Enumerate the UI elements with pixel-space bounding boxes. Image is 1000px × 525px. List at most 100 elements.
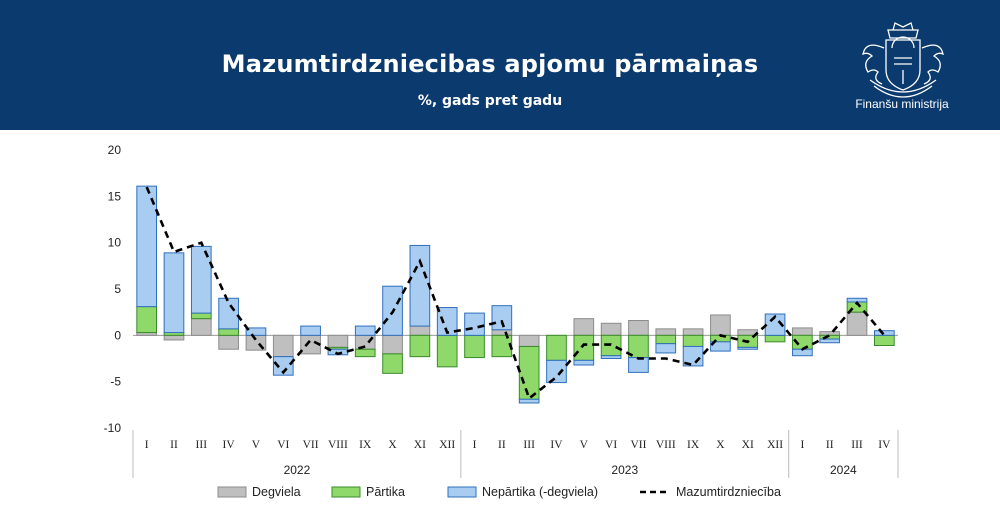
x-tick-label: VIII [328,439,348,451]
bar-segment [464,312,485,336]
bar-segment [518,334,540,347]
bar-segment [573,334,595,361]
x-tick-label: III [196,439,208,451]
x-tick-label: V [580,439,589,451]
x-tick-label: V [252,439,261,451]
bar-segment [600,355,622,360]
legend-swatch [331,486,361,498]
bar-segment [382,334,403,355]
bar-segment [190,312,212,320]
x-tick-label: VI [277,439,289,451]
bar-segment [464,334,485,359]
bar-segment [300,325,321,336]
x-tick-label: XII [439,439,455,451]
bar-segment [436,334,458,368]
bar-segment [491,334,513,358]
legend-swatch [217,486,247,498]
x-tick-label: II [170,439,178,451]
x-tick-label: IV [550,439,563,451]
organization-name: Finanšu ministrija [855,97,949,111]
bar-segment [655,334,677,345]
x-tick-label: VIII [656,439,676,451]
bar-segment [518,398,540,404]
bar-segment [710,341,731,352]
bar-segment [382,353,403,374]
bar-segment [546,359,567,384]
bar-segment [190,318,212,336]
x-tick-label: II [498,439,506,451]
bar-segment [409,334,431,358]
x-tick-label: II [826,439,834,451]
bar-segment [218,297,239,330]
y-tick-label: 15 [108,189,122,203]
bar-segment [792,327,813,336]
bar-segment [846,311,868,336]
legend-label: Mazumtirdzniecība [676,485,781,499]
bar-segment [409,244,431,327]
bar-segment [546,334,567,361]
legend-label: Nepārtika (-degviela) [482,485,598,499]
bar-segment [518,345,540,400]
x-tick-label: III [523,439,535,451]
bar-segment [655,328,677,336]
legend-swatch [447,486,477,498]
x-tick-label: XI [742,439,754,451]
bar-segment [491,329,513,336]
x-tick-label: XI [414,439,426,451]
bar-segment [436,307,458,336]
bar-segment [218,328,239,336]
x-tick-label: I [800,439,804,451]
bar-segment [874,334,895,347]
bar-segment [163,334,185,341]
bar-segment [190,245,212,314]
bar-segment [163,252,185,334]
bar-segment [655,343,677,354]
bar-segment [819,334,841,340]
bar-segment [764,334,786,343]
header-banner: Mazumtirdzniecibas apjomu pārmaiņas %, g… [0,0,1000,130]
x-tick-label: X [388,439,397,451]
x-tick-label: VII [303,439,319,451]
x-tick-label: IX [359,439,372,451]
year-label: 2022 [284,463,311,477]
page-subtitle: %, gads pret gadu [417,93,563,109]
year-label: 2023 [611,463,638,477]
bar-segment [628,320,649,336]
legend-label: Degviela [252,485,301,499]
bar-segment [682,334,704,347]
y-tick-label: -10 [104,421,122,435]
bar-segment [573,318,595,336]
legend-label: Pārtika [366,485,405,499]
year-label: 2024 [830,463,857,477]
x-tick-label: VII [630,439,646,451]
bar-segment [573,359,595,366]
bar-segment [327,334,349,348]
x-tick-label: IV [878,439,891,451]
x-tick-label: III [851,439,863,451]
x-tick-label: X [716,439,725,451]
bar-segment [710,314,731,336]
series-line-mazumtirdznieciba [145,186,886,401]
x-tick-label: IX [687,439,700,451]
bar-segment [136,185,157,308]
x-tick-label: IV [223,439,236,451]
bar-segment [491,305,513,331]
x-tick-label: I [145,439,149,451]
y-tick-label: 5 [114,282,121,296]
bar-segment [245,327,267,336]
page-title: Mazumtirdzniecibas apjomu pārmaiņas [221,50,759,78]
bar-segment [354,348,376,358]
y-tick-label: -5 [110,375,121,389]
x-tick-label: XII [767,439,783,451]
coat-of-arms-icon [862,22,944,98]
bar-segment [354,325,376,336]
bar-segment [272,334,294,358]
y-tick-label: 0 [114,328,121,342]
x-tick-label: I [473,439,477,451]
bar-segment [682,328,704,336]
x-tick-label: VI [605,439,617,451]
bar-segment [218,334,239,350]
bar-segment [136,306,157,334]
bar-segment [819,331,841,336]
bar-segment [600,322,622,336]
